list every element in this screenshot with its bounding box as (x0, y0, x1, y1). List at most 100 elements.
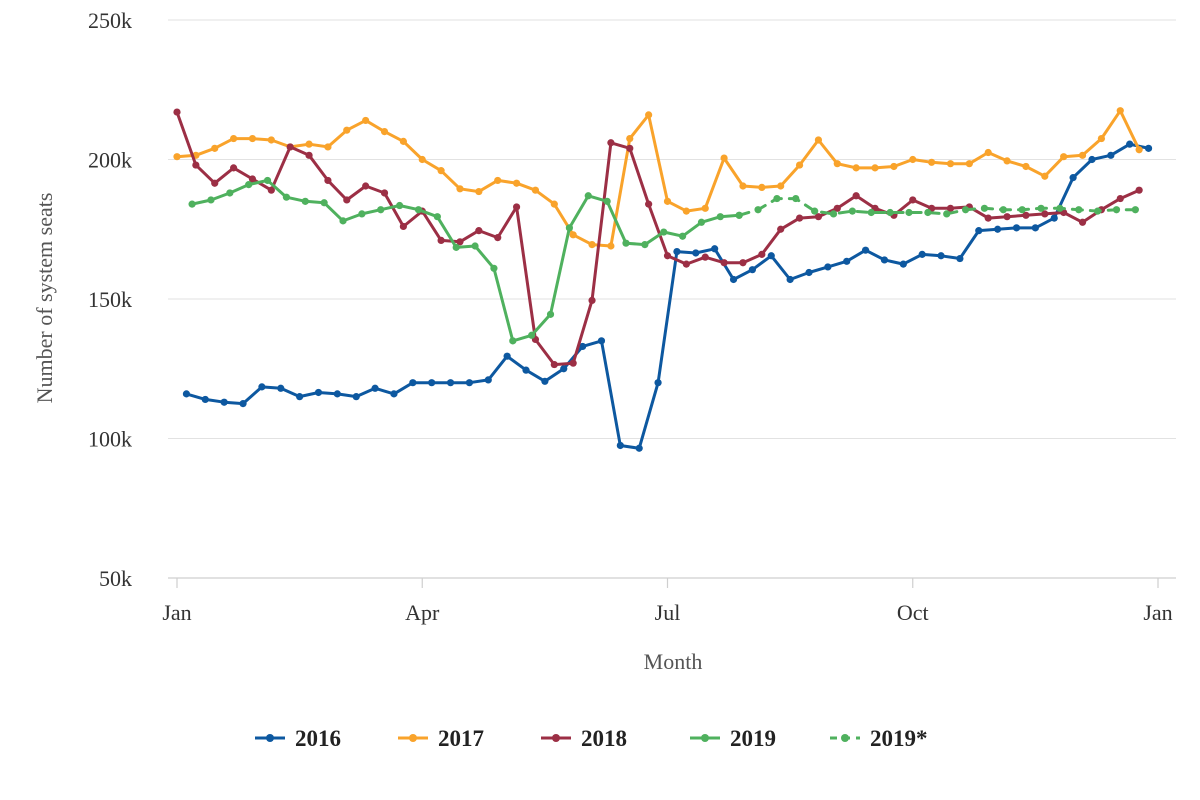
data-point (226, 189, 234, 197)
data-point (1112, 206, 1121, 214)
data-point (1078, 151, 1087, 159)
data-point (579, 342, 587, 351)
data-point (814, 136, 823, 144)
data-point (739, 182, 747, 190)
legend-label: 2017 (438, 726, 484, 751)
data-point (282, 193, 291, 201)
data-point (645, 200, 653, 208)
data-point (484, 376, 492, 384)
legend-marker (552, 734, 560, 742)
x-axis-title: Month (644, 649, 703, 674)
x-tick-label: Apr (405, 600, 440, 625)
data-point (414, 206, 423, 214)
data-point (565, 224, 574, 232)
y-tick-label: 250k (88, 8, 132, 33)
data-point (682, 260, 690, 268)
data-point (182, 390, 191, 398)
data-point (758, 183, 766, 191)
series-line (190, 178, 741, 343)
data-point (418, 155, 426, 164)
data-point (358, 210, 366, 218)
data-point (560, 365, 568, 373)
data-point (456, 238, 464, 246)
x-axis: Jan Apr Jul Oct Jan (162, 577, 1176, 625)
data-point (616, 441, 624, 450)
data-point (324, 143, 332, 151)
data-point (607, 139, 615, 147)
data-point (433, 213, 441, 221)
data-point (220, 398, 228, 406)
data-point (1060, 153, 1068, 161)
data-point (1050, 214, 1058, 222)
data-point (880, 256, 889, 264)
data-point (437, 167, 445, 175)
data-point (848, 207, 856, 215)
data-point (263, 176, 272, 185)
data-point (248, 175, 257, 183)
data-point (362, 182, 370, 190)
data-point (720, 259, 728, 267)
data-point (729, 275, 738, 284)
data-point (701, 253, 709, 261)
series-line (184, 142, 1151, 450)
data-point (503, 352, 511, 360)
data-point (192, 161, 200, 169)
data-point (305, 151, 313, 159)
legend-item: 2019 (690, 726, 776, 751)
data-point (1003, 213, 1011, 221)
legend-marker (701, 734, 709, 742)
series-line (175, 109, 1141, 248)
data-point (758, 250, 766, 258)
data-point (452, 243, 460, 251)
legend-marker (841, 734, 849, 742)
data-point (1144, 144, 1153, 152)
data-point (597, 337, 606, 345)
data-point (1075, 206, 1083, 214)
x-tick-label: Oct (897, 600, 929, 625)
y-tick-label: 150k (88, 287, 132, 312)
data-point (1012, 224, 1021, 232)
data-point (409, 379, 417, 387)
data-point (1126, 140, 1134, 148)
series-line (737, 197, 1137, 217)
data-point (1088, 155, 1096, 164)
data-point (245, 181, 253, 189)
data-point (956, 254, 964, 263)
data-point (267, 186, 275, 194)
data-point (1018, 206, 1026, 214)
data-point (943, 210, 951, 218)
data-point (528, 331, 536, 339)
data-point (792, 194, 800, 203)
data-point (795, 161, 804, 169)
legend-marker (266, 734, 274, 742)
data-point (1097, 134, 1106, 143)
data-point (777, 182, 785, 190)
data-point (588, 240, 596, 249)
series-2017 (173, 107, 1143, 250)
data-point (937, 252, 945, 260)
data-point (1003, 157, 1011, 165)
data-point (475, 187, 483, 196)
data-point (890, 162, 898, 171)
data-point (390, 390, 398, 398)
data-point (1041, 172, 1049, 180)
data-point (645, 111, 653, 119)
data-point (396, 201, 404, 210)
data-point (584, 192, 592, 200)
data-point (1135, 186, 1143, 194)
data-point (1022, 211, 1030, 219)
data-point (767, 252, 775, 260)
data-point (603, 197, 611, 205)
legend-label: 2016 (295, 726, 341, 751)
data-point (773, 194, 781, 203)
data-point (909, 155, 917, 164)
data-point (188, 200, 196, 208)
data-point (795, 214, 804, 222)
data-point (248, 134, 257, 143)
data-point (1069, 174, 1077, 182)
data-point (541, 377, 549, 385)
data-point (701, 204, 709, 212)
data-point (494, 234, 502, 242)
data-point (352, 393, 360, 401)
